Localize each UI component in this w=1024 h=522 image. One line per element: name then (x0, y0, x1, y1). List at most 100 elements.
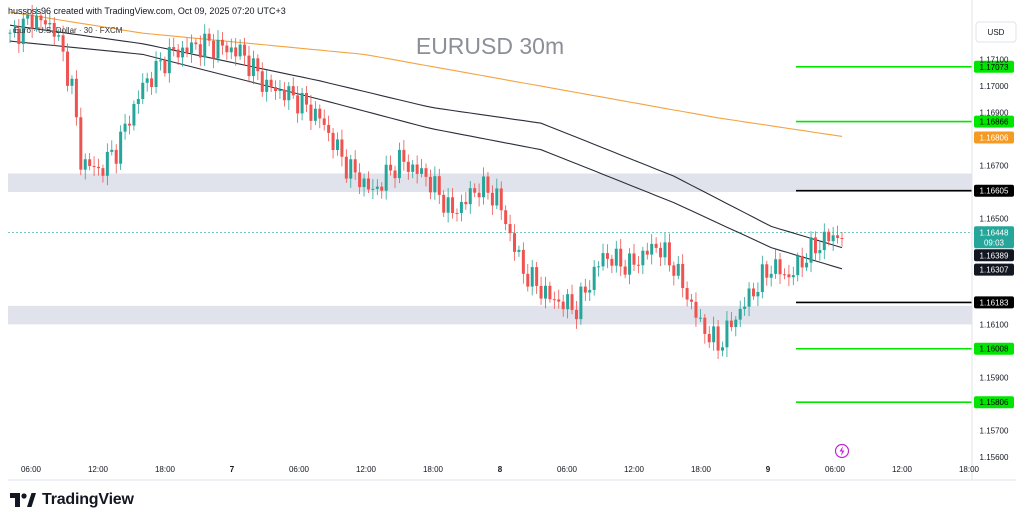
candle (353, 150, 357, 180)
x-tick-label: 18:00 (691, 465, 712, 474)
candle (765, 260, 769, 286)
candle (225, 41, 229, 60)
level-label: 1.16008 (980, 345, 1009, 354)
candle (654, 237, 658, 253)
lightning-icon[interactable] (834, 443, 850, 459)
tradingview-logo[interactable]: TradingView (10, 491, 134, 509)
attribution-text: hussoss96 created with TradingView.com, … (8, 6, 286, 16)
candle (251, 50, 255, 85)
candle (721, 341, 725, 357)
candle (659, 242, 663, 267)
price-badge-1.16307 (974, 263, 1014, 276)
candle (132, 100, 136, 131)
candle (513, 224, 517, 261)
time-axis[interactable]: 06:00 12:00 18:00 7 06:00 12:00 18:00 8 06:00 12:… (21, 465, 980, 474)
candle (782, 268, 786, 280)
price-badge-label: 1.16448 (980, 228, 1009, 237)
candle (796, 252, 800, 282)
candle (12, 20, 16, 38)
x-tick-label: 06:00 (289, 465, 310, 474)
candle (836, 225, 840, 244)
y-tick-label: 1.16700 (980, 162, 1009, 171)
x-tick-label: 12:00 (356, 465, 377, 474)
candle (800, 247, 804, 278)
candle (61, 25, 65, 62)
candle (265, 70, 269, 102)
x-tick-label: 12:00 (88, 465, 109, 474)
candle (30, 4, 34, 38)
price-badge-1.16806 (974, 131, 1014, 144)
candle (420, 159, 424, 178)
price-badge-1.16389 (974, 249, 1014, 262)
level-badge-1.16605 (974, 184, 1014, 197)
candle (366, 171, 370, 194)
candle (101, 164, 105, 183)
candle (597, 261, 601, 277)
candle (548, 281, 552, 303)
candle (818, 240, 822, 261)
candle (207, 28, 211, 47)
candle (335, 132, 339, 156)
candle (725, 311, 729, 358)
candle (482, 167, 486, 205)
y-tick-label: 1.17000 (980, 82, 1009, 91)
x-tick-label: 18:00 (959, 465, 980, 474)
candle (66, 43, 70, 92)
candle (473, 183, 477, 197)
candle (685, 281, 689, 307)
candle (636, 255, 640, 274)
candle (605, 244, 609, 269)
candle (163, 56, 167, 77)
candle (681, 254, 685, 298)
currency-button[interactable] (975, 21, 1017, 43)
candle (172, 37, 176, 57)
x-tick-label: 7 (230, 465, 235, 474)
candle (97, 158, 101, 176)
candle (21, 12, 25, 53)
y-tick-label: 1.15700 (980, 426, 1009, 435)
candle (150, 71, 154, 95)
candle (238, 39, 242, 60)
candle (778, 253, 782, 285)
x-tick-label: 9 (766, 465, 771, 474)
candle (411, 159, 415, 179)
candle (495, 178, 499, 210)
candle (176, 44, 180, 65)
level-label: 1.16183 (980, 298, 1009, 307)
candle (158, 52, 162, 71)
candle (282, 82, 286, 107)
candle (269, 74, 273, 93)
candle (499, 181, 503, 220)
candle (247, 45, 251, 83)
candle (517, 245, 521, 257)
price-badge-1.16448 (974, 226, 1014, 249)
candle (194, 38, 198, 50)
level-label: 1.16605 (980, 187, 1009, 196)
level-badge-1.16183 (974, 296, 1014, 309)
candle (8, 29, 12, 43)
candle (459, 194, 463, 222)
candle (375, 179, 379, 196)
candle (539, 276, 543, 305)
candle (579, 282, 583, 325)
candle (48, 13, 52, 32)
candle (840, 231, 844, 247)
candle (287, 81, 291, 110)
candle (114, 144, 118, 174)
candle (229, 38, 233, 60)
candle (234, 38, 238, 66)
candle (809, 231, 813, 273)
candle (734, 316, 738, 337)
candle (358, 163, 362, 194)
price-levels: 1.17073 1.16866 1.16605 1.16183 1.16008 1.158… (796, 60, 1014, 409)
tradingview-logo-icon (10, 493, 36, 507)
candle (141, 73, 145, 104)
candle (74, 70, 78, 126)
candle (743, 296, 747, 316)
candle (729, 311, 733, 332)
candle (751, 282, 755, 300)
x-tick-label: 12:00 (892, 465, 913, 474)
candle (787, 264, 791, 287)
